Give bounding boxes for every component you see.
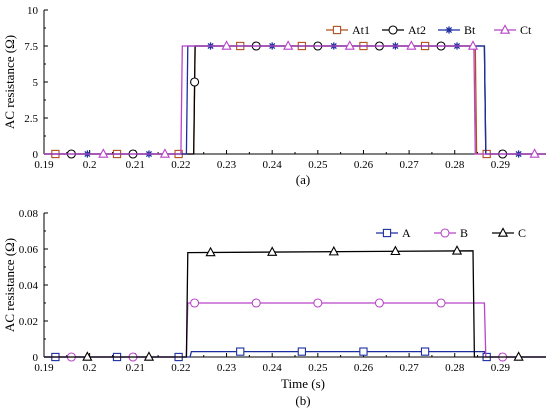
legend-marker bbox=[388, 25, 398, 35]
legend-label: Ct bbox=[520, 23, 532, 37]
data-point bbox=[98, 148, 109, 158]
y-axis-label: AC resistance (Ω) bbox=[2, 35, 17, 129]
x-tick-label: 0.28 bbox=[445, 362, 465, 374]
data-point bbox=[251, 298, 261, 308]
data-point bbox=[467, 40, 479, 50]
data-point bbox=[344, 40, 355, 50]
y-tick-label: 0.08 bbox=[19, 208, 39, 220]
chart-panel-1: 0.19 0.2 0.21 0.22 0.23 0.24 0.25 0.26 0.27 0.28 0… bbox=[2, 5, 546, 187]
legend-marker bbox=[445, 26, 453, 34]
data-point bbox=[313, 298, 323, 308]
y-tick-label: 7.5 bbox=[24, 41, 38, 53]
series-line bbox=[44, 45, 546, 155]
data-point bbox=[267, 246, 278, 256]
x-tick-label: 0.23 bbox=[217, 159, 237, 171]
legend-label: At1 bbox=[352, 23, 370, 37]
x-tick-label: 0.2 bbox=[83, 159, 97, 171]
legend-label: B bbox=[460, 226, 468, 240]
data-point bbox=[406, 40, 417, 50]
x-tick-label: 0.19 bbox=[34, 362, 54, 374]
series-line bbox=[44, 45, 546, 155]
data-point bbox=[529, 148, 540, 158]
data-point bbox=[451, 245, 463, 255]
x-axis-label: Time (s) bbox=[281, 376, 325, 391]
series-line bbox=[44, 45, 546, 155]
data-point bbox=[390, 245, 401, 256]
y-tick-label: 0 bbox=[33, 352, 39, 364]
x-tick-label: 0.27 bbox=[399, 159, 419, 171]
legend-label: At2 bbox=[408, 23, 426, 37]
x-tick-label: 0.29 bbox=[491, 362, 511, 374]
x-tick-label: 0.19 bbox=[34, 159, 54, 171]
panel-caption: (b) bbox=[295, 393, 310, 408]
data-point bbox=[374, 298, 384, 308]
x-tick-label: 0.21 bbox=[126, 159, 145, 171]
x-tick-label: 0.28 bbox=[445, 159, 465, 171]
x-tick-label: 0.25 bbox=[308, 362, 328, 374]
x-tick-label: 0.22 bbox=[171, 362, 190, 374]
legend-marker bbox=[440, 228, 450, 238]
data-point bbox=[159, 148, 171, 158]
data-point bbox=[436, 298, 446, 308]
legend-marker bbox=[332, 25, 342, 35]
data-point bbox=[205, 246, 216, 257]
series-C bbox=[44, 245, 546, 361]
series-At2 bbox=[44, 41, 546, 159]
legend: A B C bbox=[376, 226, 526, 240]
y-tick-label: 2.5 bbox=[24, 113, 38, 125]
data-point bbox=[283, 40, 294, 50]
series-A bbox=[44, 347, 546, 362]
data-point bbox=[82, 351, 93, 361]
legend-marker bbox=[382, 228, 392, 238]
panel-caption: (a) bbox=[296, 172, 310, 187]
data-point bbox=[328, 245, 339, 256]
x-tick-label: 0.27 bbox=[399, 362, 419, 374]
x-tick-label: 0.29 bbox=[491, 159, 511, 171]
data-point bbox=[297, 347, 306, 356]
series-line bbox=[44, 250, 546, 358]
data-point bbox=[190, 77, 200, 87]
y-tick-label: 10 bbox=[27, 5, 39, 17]
legend-marker bbox=[499, 24, 511, 34]
series-At1 bbox=[44, 41, 546, 159]
x-tick-label: 0.26 bbox=[354, 362, 374, 374]
data-point bbox=[190, 298, 200, 308]
y-tick-label: 5 bbox=[33, 77, 39, 89]
series-line bbox=[44, 302, 546, 358]
y-tick-label: 0.06 bbox=[19, 244, 39, 256]
x-tick-label: 0.24 bbox=[263, 362, 283, 374]
x-tick-label: 0.2 bbox=[83, 362, 97, 374]
x-tick-label: 0.26 bbox=[354, 159, 374, 171]
chart-panel-2: 0.19 0.2 0.21 0.22 0.23 0.24 0.25 0.26 0.27 0.28 0… bbox=[2, 208, 546, 408]
y-tick-label: 0 bbox=[33, 149, 39, 161]
x-tick-label: 0.25 bbox=[308, 159, 328, 171]
x-tick-label: 0.22 bbox=[171, 159, 190, 171]
data-point bbox=[236, 347, 245, 356]
x-tick-label: 0.24 bbox=[263, 159, 283, 171]
data-point bbox=[143, 351, 155, 361]
series-Ct bbox=[44, 40, 546, 158]
series-Bt bbox=[44, 42, 546, 158]
x-tick-label: 0.23 bbox=[217, 362, 237, 374]
legend-marker bbox=[497, 227, 509, 237]
legend-label: Bt bbox=[464, 23, 476, 37]
y-tick-label: 0.04 bbox=[19, 280, 39, 292]
series-line bbox=[44, 45, 546, 155]
x-tick-label: 0.21 bbox=[126, 362, 145, 374]
data-point bbox=[359, 347, 368, 356]
legend: At1 At2 Bt Ct bbox=[326, 23, 532, 37]
y-axis-label: AC resistance (Ω) bbox=[2, 238, 17, 332]
data-point bbox=[221, 40, 232, 50]
legend-label: A bbox=[402, 226, 411, 240]
data-point bbox=[513, 351, 524, 361]
y-tick-label: 0.02 bbox=[19, 316, 38, 328]
legend-label: C bbox=[518, 226, 526, 240]
data-point bbox=[420, 347, 430, 356]
